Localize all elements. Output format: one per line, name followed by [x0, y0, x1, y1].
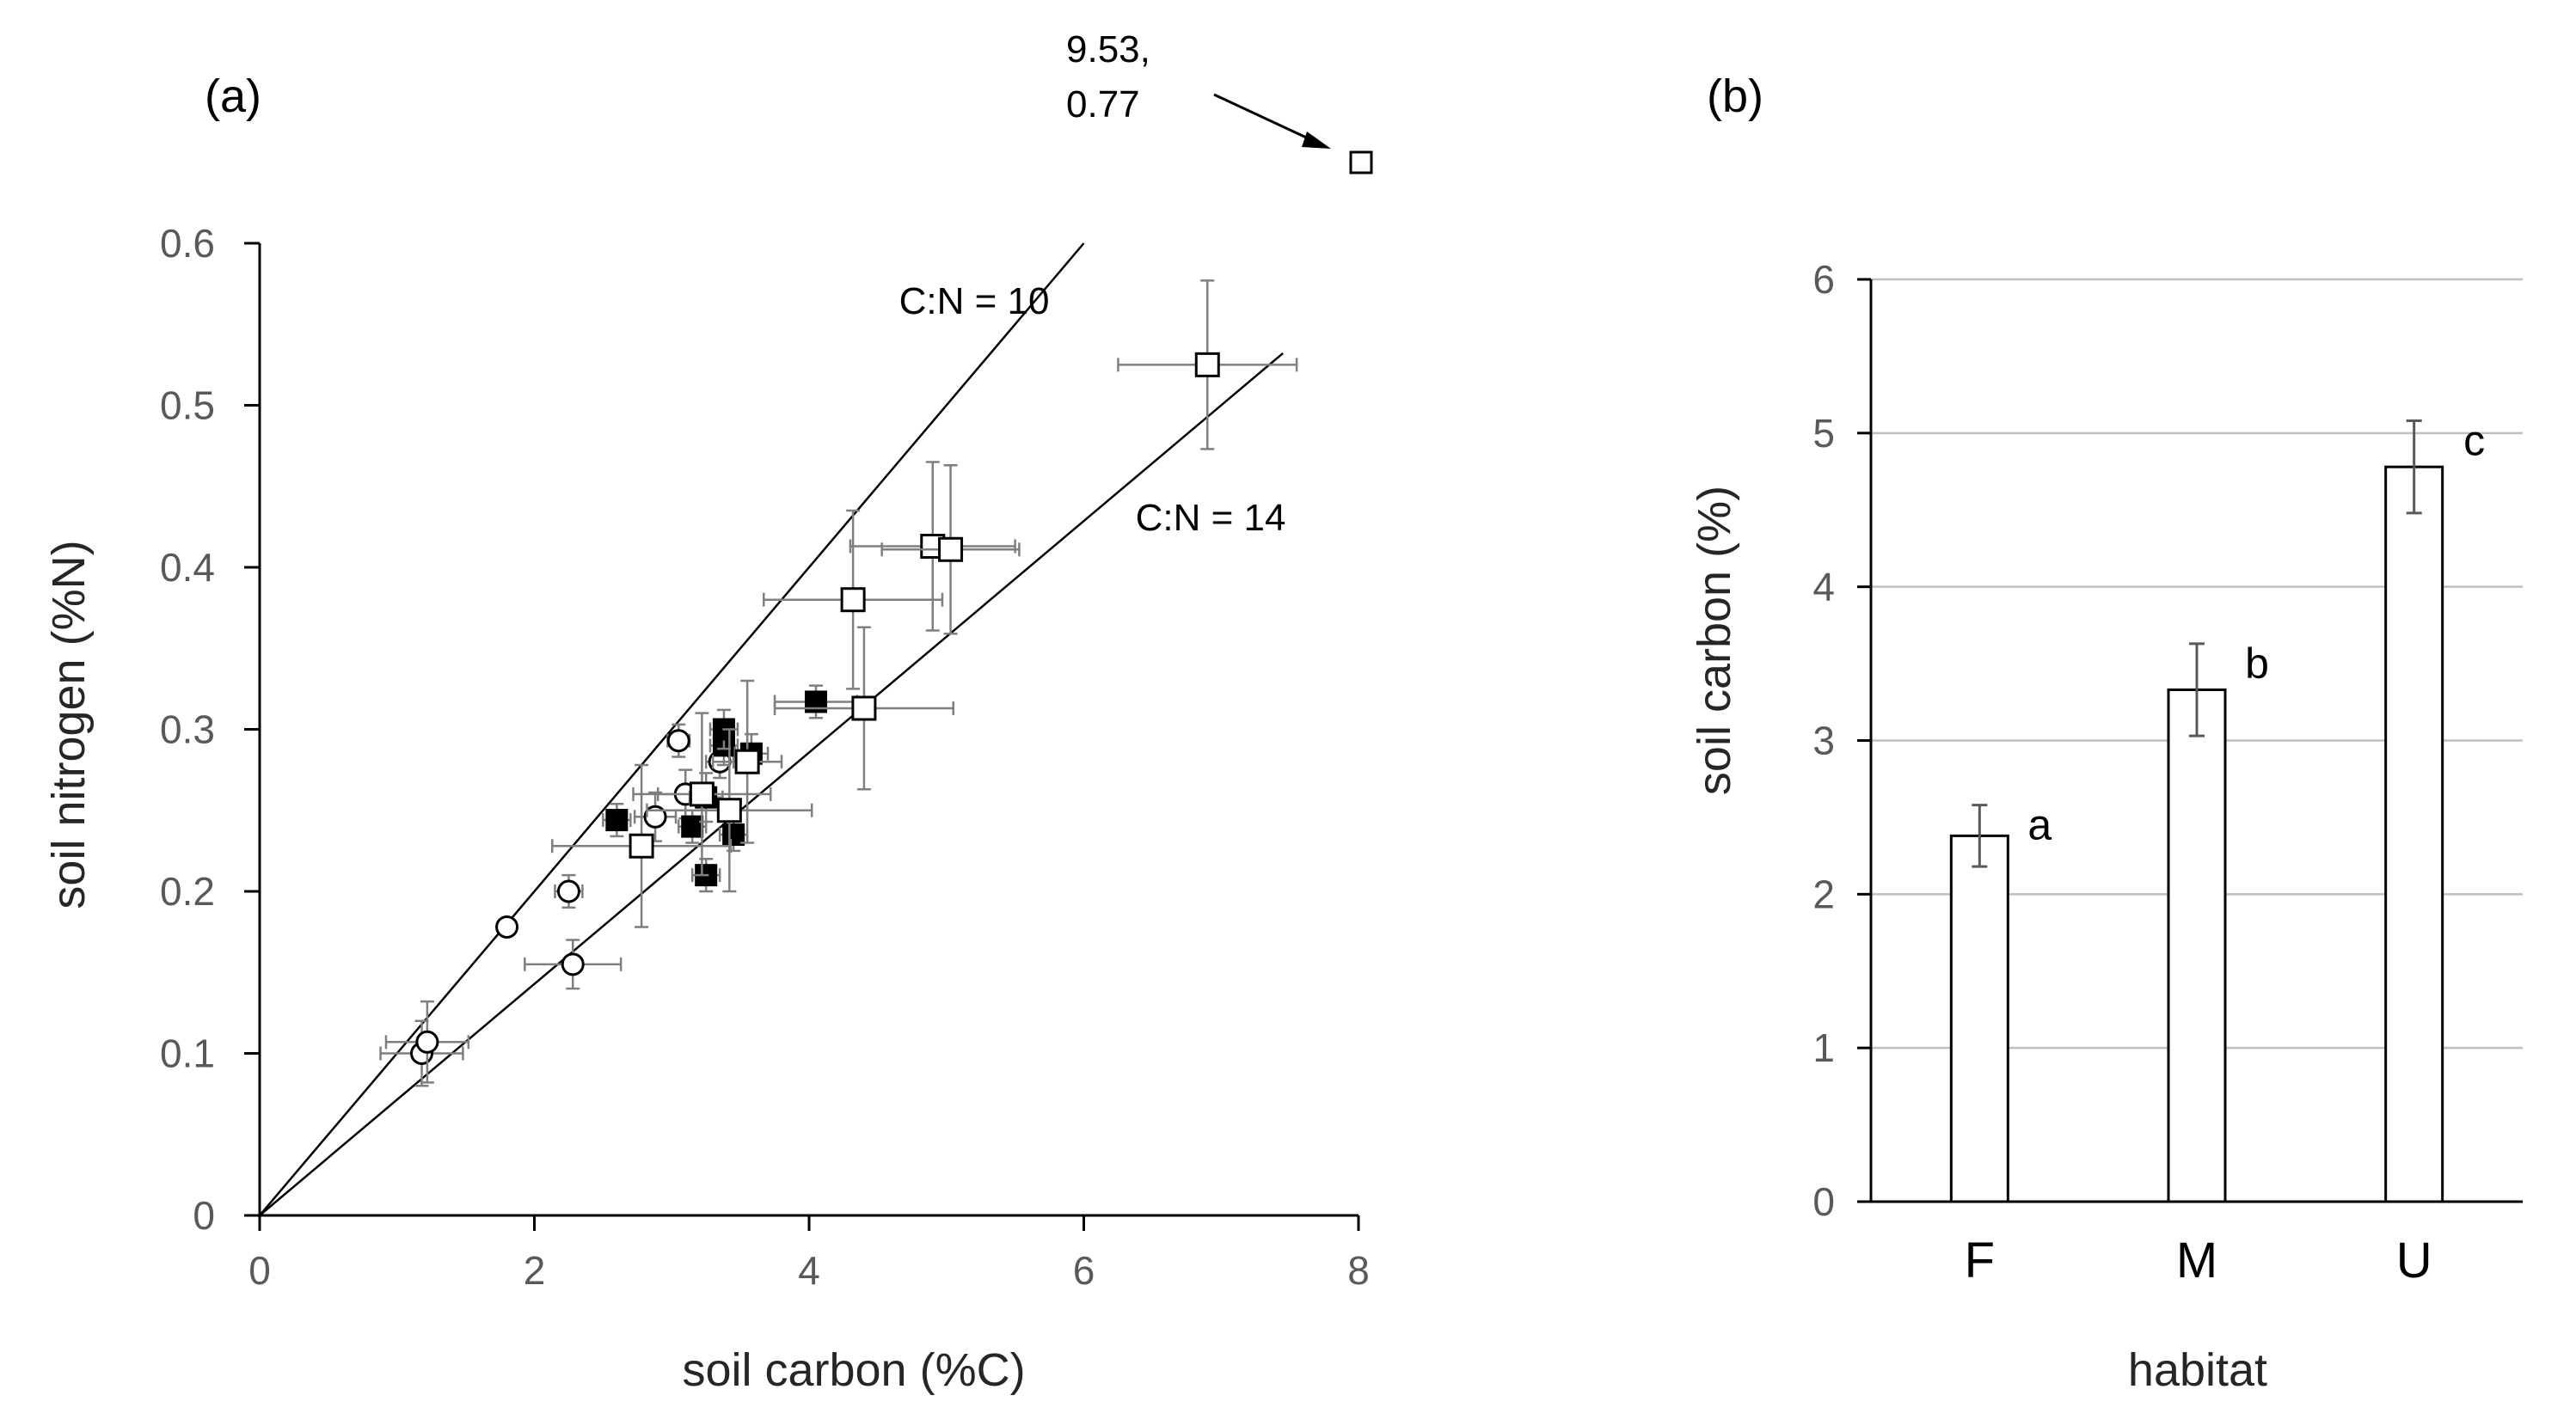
data-point	[849, 461, 1016, 632]
cn10-line-label: C:N = 10	[899, 280, 1050, 322]
panel-a-y-tick-label: 0.2	[160, 869, 215, 914]
marker-open-square	[734, 749, 760, 774]
marker-open-square	[716, 798, 742, 823]
data-point	[495, 915, 519, 939]
data-point	[633, 791, 678, 842]
marker-open-circle	[415, 1030, 439, 1054]
cn14-line-label: C:N = 14	[1136, 497, 1286, 539]
panel-b-y-tick-label: 5	[1812, 411, 1835, 456]
panel-b-y-axis-label: soil carbon (%)	[1689, 486, 1740, 795]
panel-b-y-tick-label: 0	[1812, 1179, 1835, 1224]
offscale-arrow-head	[1302, 132, 1331, 149]
panel-b-y-tick-label: 6	[1812, 257, 1835, 302]
data-point	[773, 626, 954, 791]
panel-b-y-tick-label: 3	[1812, 719, 1835, 763]
panel-a-x-tick-labels: 0 2 4 6 8	[248, 1248, 1370, 1293]
panel-a-x-tick-label: 4	[798, 1248, 820, 1293]
significance-letter-M: b	[2245, 640, 2269, 688]
marker-open-circle	[666, 729, 690, 753]
panel-b-significance-letters: a b c	[2027, 417, 2485, 849]
panel-a-y-tick-label: 0.3	[160, 707, 215, 752]
panel-a-data-points	[379, 279, 1298, 1087]
marker-open-circle	[556, 879, 580, 903]
marker-open-circle	[643, 805, 667, 829]
bar-F	[1949, 834, 2009, 1203]
data-point	[711, 679, 783, 844]
bar-U	[2384, 465, 2444, 1203]
panel-b-bar-chart: (b) 0 1 2 3 4 5 6 F M U a b c habitat soil carbon …	[1689, 70, 2523, 1396]
data-point	[602, 802, 632, 838]
data-point	[880, 463, 1021, 635]
marker-filled-square	[681, 815, 704, 838]
data-point	[384, 1000, 470, 1084]
data-point	[773, 684, 859, 719]
panel-a-x-tick-label: 8	[1347, 1248, 1370, 1293]
panel-b-bars	[1949, 419, 2444, 1203]
category-label-U: U	[2396, 1233, 2432, 1288]
panel-a-x-axis-label: soil carbon (%C)	[682, 1344, 1025, 1396]
panel-a-y-tick-label: 0.4	[160, 545, 215, 590]
data-point	[666, 723, 691, 758]
marker-open-square	[689, 781, 715, 807]
panel-a-y-tick-label: 0.5	[160, 383, 215, 428]
panel-b-y-tick-label: 1	[1812, 1025, 1835, 1070]
panel-a-reference-lines	[259, 242, 1284, 1216]
marker-open-square	[851, 695, 877, 721]
panel-a-y-tick-labels: 0 0.1 0.2 0.3 0.4 0.5 0.6	[160, 221, 215, 1238]
marker-open-circle	[495, 915, 519, 939]
reference-line-cn14	[259, 352, 1284, 1216]
panel-a-y-tick-label: 0.1	[160, 1031, 215, 1076]
marker-open-circle	[561, 952, 585, 976]
offscale-point-label-line2: 0.77	[1066, 83, 1140, 125]
data-point	[379, 1019, 464, 1087]
panel-b-y-tick-labels: 0 1 2 3 4 5 6	[1812, 257, 1835, 1224]
data-point	[554, 873, 584, 909]
data-point	[646, 728, 813, 893]
panel-a-scatter-chart: (a) 0 2 4 6 8 0 0.1 0.2 0.3 0.4 0.5 0.6 soil carbo…	[43, 28, 1373, 1396]
reference-line-cn10	[259, 242, 1085, 1216]
data-point	[763, 509, 944, 690]
marker-filled-square	[722, 823, 745, 847]
significance-letter-F: a	[2027, 801, 2052, 849]
marker-open-square	[840, 587, 866, 613]
significance-letter-U: c	[2463, 417, 2485, 465]
panel-a-y-tick-label: 0.6	[160, 221, 215, 266]
marker-open-square	[1194, 352, 1220, 377]
category-label-F: F	[1965, 1233, 1995, 1288]
data-point	[524, 939, 623, 990]
panel-a-label: (a)	[205, 70, 261, 122]
panel-b-y-tick-label: 2	[1812, 872, 1835, 916]
panel-b-x-axis-label: habitat	[2128, 1344, 2267, 1396]
marker-open-square	[938, 536, 964, 562]
panel-a-x-tick-label: 0	[248, 1248, 271, 1293]
offscale-point-marker	[1349, 150, 1373, 174]
marker-filled-square	[605, 809, 629, 832]
marker-open-square	[629, 833, 654, 859]
panel-b-label: (b)	[1707, 70, 1763, 122]
data-point	[1117, 279, 1298, 450]
panel-a-y-tick-label: 0	[193, 1193, 215, 1238]
bar-M	[2167, 688, 2227, 1203]
panel-a-y-axis-label: soil nitrogen (%N)	[43, 540, 95, 909]
offscale-arrow-shaft	[1213, 93, 1316, 144]
panel-a-axes	[244, 242, 1360, 1231]
panel-a-x-tick-label: 6	[1073, 1248, 1095, 1293]
offscale-point-label-line1: 9.53,	[1066, 28, 1150, 70]
panel-a-x-tick-label: 2	[524, 1248, 546, 1293]
data-point	[677, 809, 708, 844]
panel-b-y-tick-label: 4	[1812, 565, 1835, 609]
category-label-M: M	[2176, 1233, 2217, 1288]
